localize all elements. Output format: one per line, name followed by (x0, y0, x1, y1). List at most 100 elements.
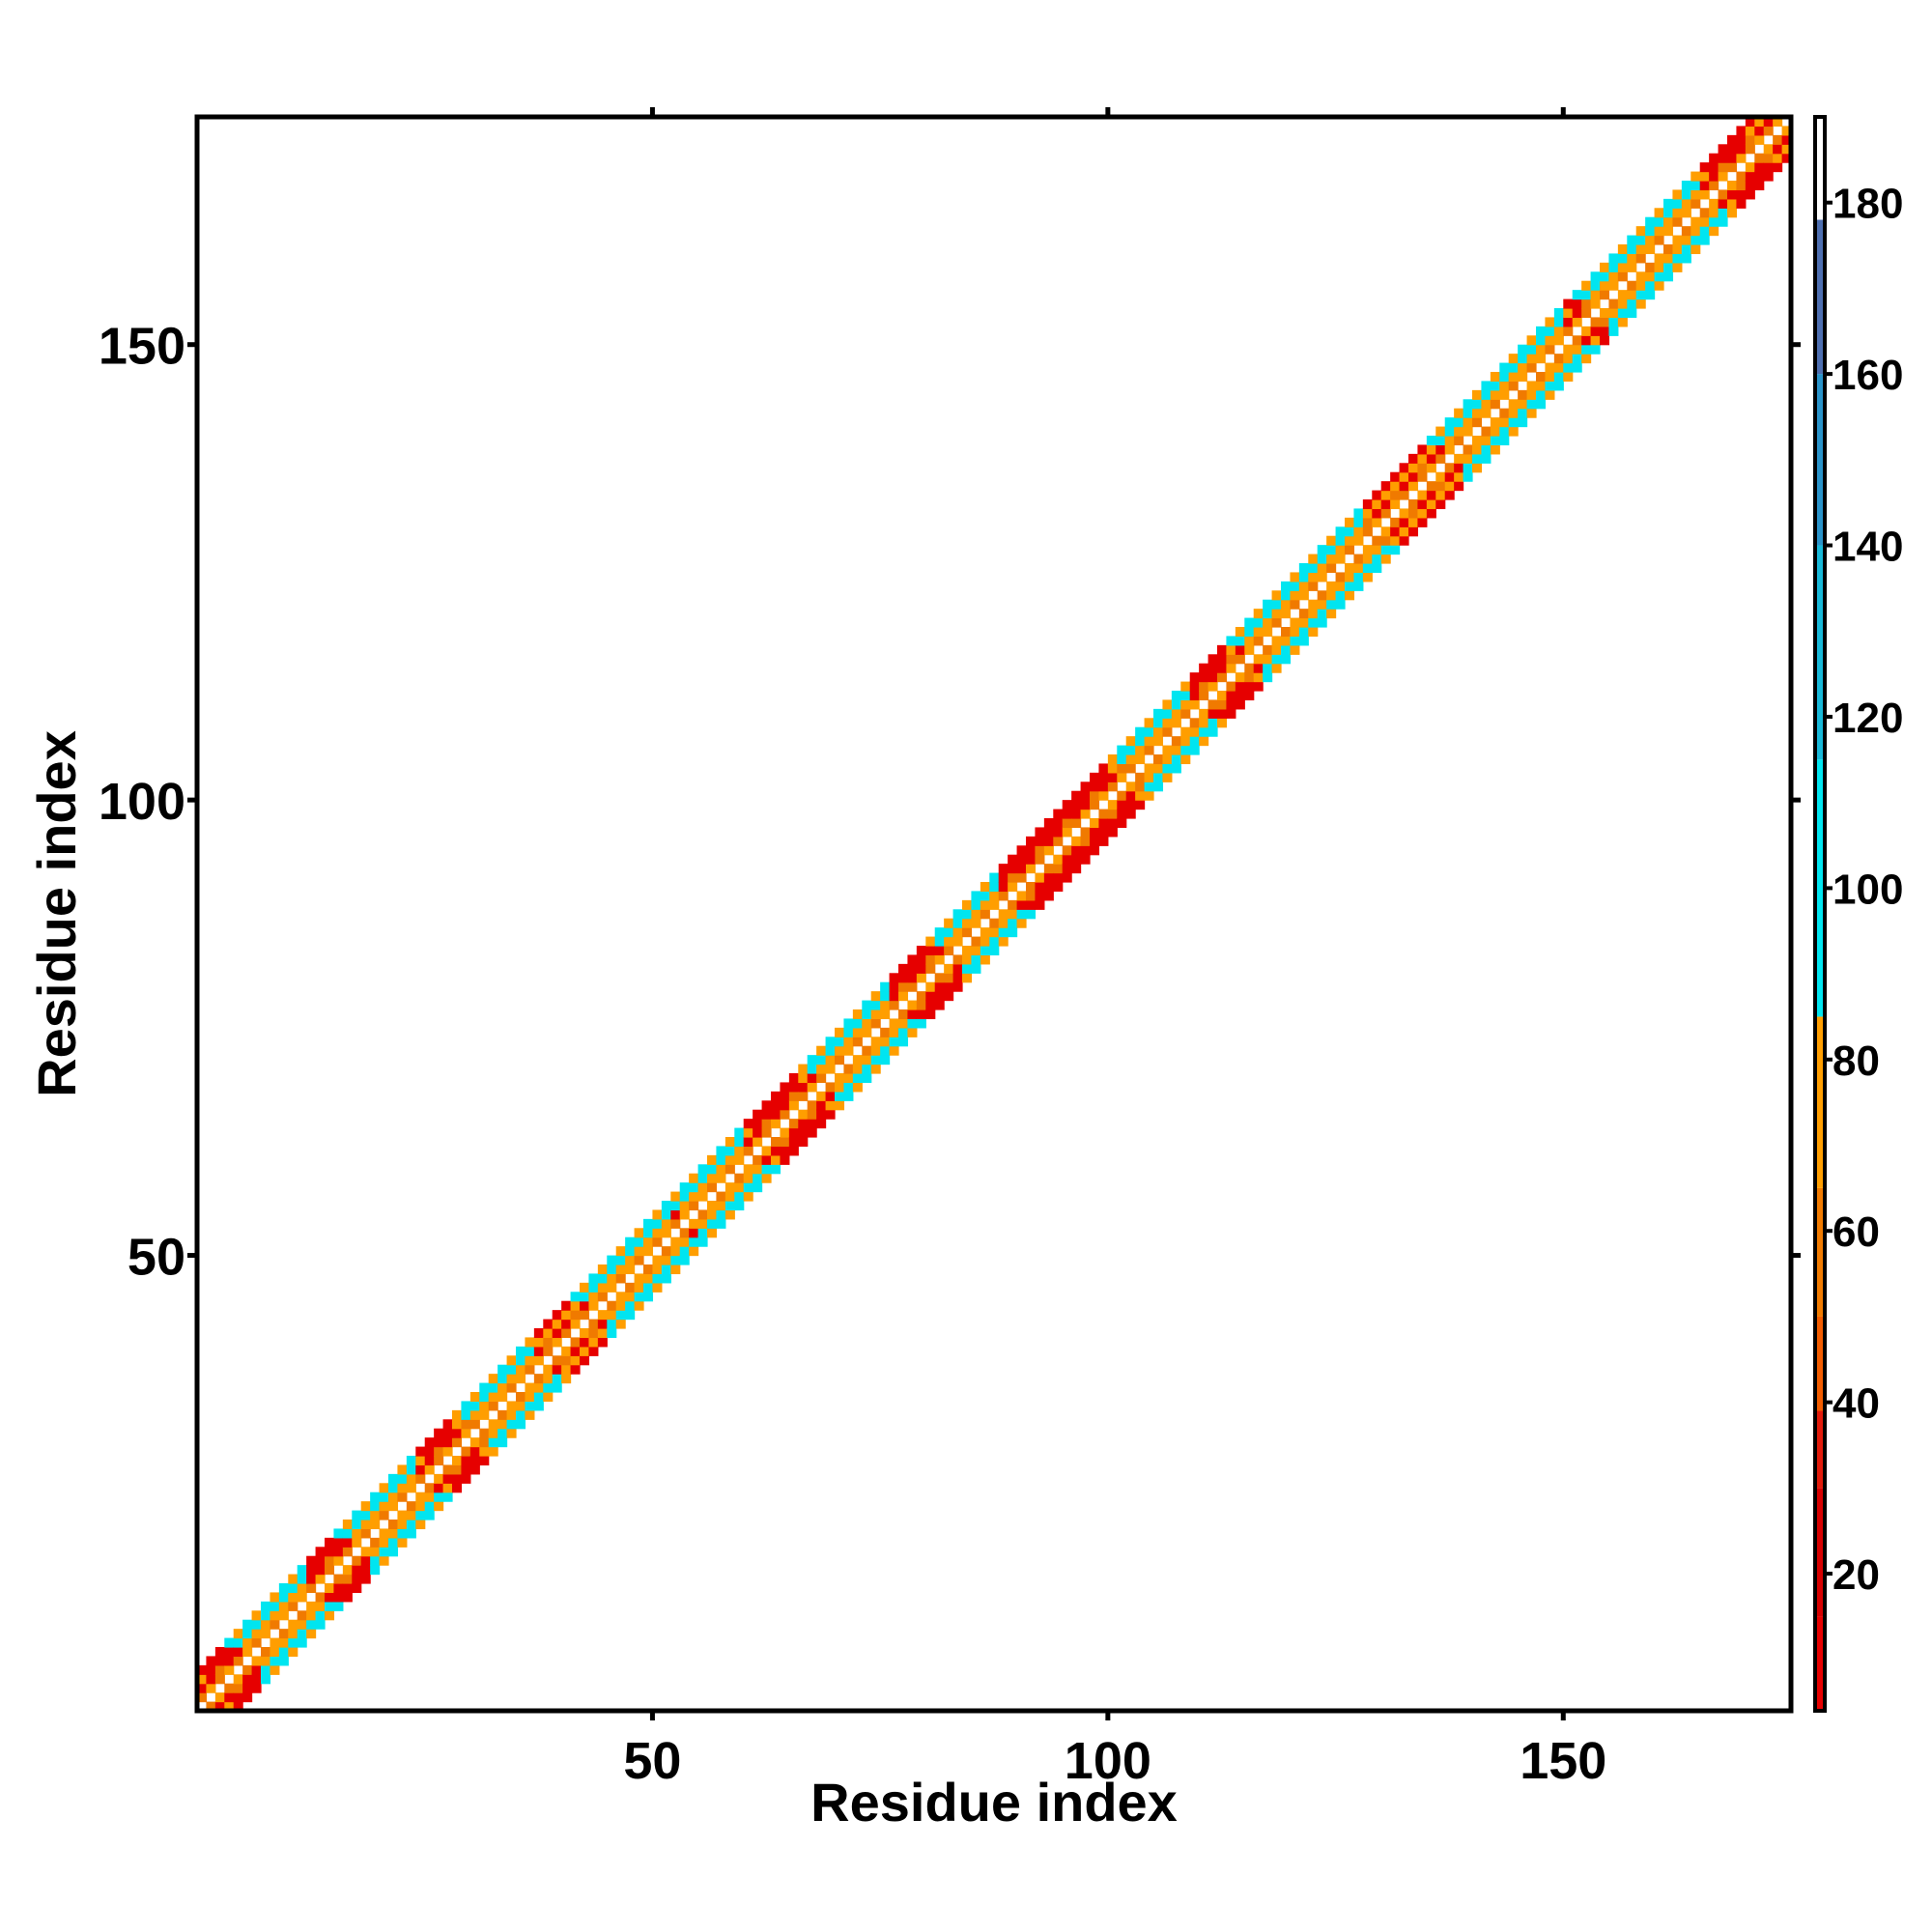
heatmap-cell (1727, 198, 1738, 209)
heatmap-cell (1435, 453, 1446, 464)
heatmap-cell (689, 1218, 699, 1229)
heatmap-cell (1627, 244, 1637, 255)
heatmap-cell (1162, 772, 1173, 782)
heatmap-cell (1345, 563, 1355, 574)
heatmap-cell (1226, 654, 1236, 665)
heatmap-cell (1709, 208, 1719, 218)
heatmap-cell (242, 1674, 253, 1685)
heatmap-cell (525, 1346, 535, 1356)
heatmap-cell (479, 1456, 490, 1466)
heatmap-cell (233, 1647, 243, 1658)
heatmap-cell (1380, 508, 1391, 519)
heatmap-cell (442, 1446, 453, 1457)
heatmap-cell (1763, 171, 1774, 182)
heatmap-cell (1536, 372, 1547, 383)
heatmap-cell (1244, 672, 1255, 683)
heatmap-cell (1117, 809, 1127, 819)
heatmap-cell (1709, 226, 1719, 237)
heatmap-cell (297, 1637, 307, 1648)
heatmap-cell (1271, 644, 1282, 655)
heatmap-cell (1545, 362, 1555, 373)
heatmap-cell (753, 1154, 763, 1165)
heatmap-cell (597, 1337, 608, 1348)
heatmap-cell (697, 1182, 708, 1193)
heatmap-cell (1635, 235, 1646, 245)
heatmap-cell (934, 954, 945, 965)
heatmap-cell (1536, 335, 1547, 346)
heatmap-cell (607, 1300, 617, 1311)
heatmap-cell (1645, 235, 1656, 245)
heatmap-cell (1372, 535, 1382, 546)
heatmap-cell (1226, 636, 1236, 646)
heatmap-cell (1189, 691, 1200, 701)
heatmap-cell (989, 918, 1000, 928)
heatmap-cell (998, 909, 1009, 920)
heatmap-cell (297, 1619, 307, 1630)
heatmap-cell (570, 1337, 581, 1348)
heatmap-cell (615, 1310, 626, 1321)
heatmap-cell (1745, 171, 1755, 182)
heatmap-cell (670, 1191, 681, 1202)
heatmap-cell (798, 1137, 809, 1148)
heatmap-cell (862, 1018, 872, 1029)
heatmap-cell (352, 1565, 362, 1576)
heatmap-cell (980, 909, 990, 920)
heatmap-cell (406, 1473, 416, 1484)
heatmap-cell (952, 954, 963, 965)
heatmap-cell (552, 1328, 562, 1339)
heatmap-cell (270, 1619, 280, 1630)
heatmap-cell (1008, 899, 1018, 910)
heatmap-cell (1627, 262, 1637, 272)
heatmap-cell (679, 1236, 690, 1247)
heatmap-cell (561, 1319, 572, 1329)
heatmap-cell (707, 1182, 718, 1193)
heatmap-cell (1271, 599, 1282, 610)
heatmap-cell (1490, 444, 1500, 455)
heatmap-cell (1171, 691, 1181, 701)
heatmap-cell (1763, 162, 1774, 173)
heatmap-cell (1062, 800, 1072, 810)
heatmap-cell (798, 1127, 809, 1138)
heatmap-cell (807, 1127, 817, 1138)
heatmap-cell (1600, 262, 1610, 272)
heatmap-cell (843, 1091, 854, 1101)
heatmap-cell (907, 1018, 918, 1029)
heatmap-cell (1362, 572, 1373, 582)
heatmap-cell (1107, 818, 1118, 829)
heatmap-cell (1572, 298, 1582, 309)
heatmap-cell (1062, 854, 1072, 865)
heatmap-cell (415, 1510, 426, 1520)
heatmap-cell (561, 1355, 572, 1366)
heatmap-cell (870, 1018, 881, 1029)
heatmap-cell (1008, 882, 1018, 893)
heatmap-cell (1518, 399, 1528, 410)
heatmap-cell (552, 1374, 562, 1384)
heatmap-cell (1490, 426, 1500, 437)
heatmap-cell (925, 1009, 936, 1020)
heatmap-cell (825, 1091, 836, 1101)
heatmap-cell (1053, 864, 1064, 874)
heatmap-cell (251, 1683, 262, 1693)
heatmap-cell (944, 981, 954, 992)
heatmap-cell (1053, 827, 1064, 838)
heatmap-cell (1635, 298, 1646, 309)
heatmap-cell (469, 1409, 480, 1420)
heatmap-cell (1053, 882, 1064, 893)
heatmap-cell (261, 1656, 271, 1666)
heatmap-cell (1608, 317, 1619, 327)
heatmap-cell (1308, 581, 1319, 591)
heatmap-cell (1008, 872, 1018, 883)
heatmap-cell (1271, 617, 1282, 628)
heatmap-cell (1135, 790, 1146, 801)
heatmap-cell (1718, 162, 1728, 173)
heatmap-cell (652, 1282, 663, 1293)
heatmap-cell (442, 1464, 453, 1475)
heatmap-cell (1317, 545, 1327, 555)
heatmap-cell (1008, 918, 1018, 928)
heatmap-cell (643, 1273, 654, 1284)
x-tick-label: 100 (1065, 1732, 1151, 1790)
heatmap-cell (1463, 426, 1473, 437)
heatmap-cell (278, 1583, 289, 1594)
heatmap-cell (406, 1501, 416, 1512)
